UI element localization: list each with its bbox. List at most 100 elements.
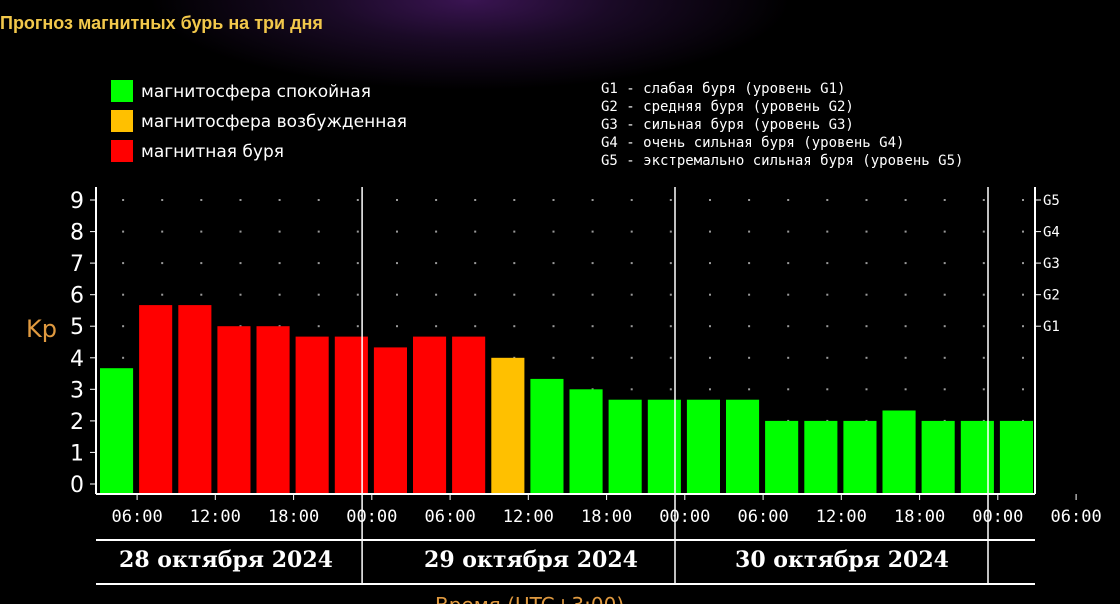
grid-dot bbox=[904, 293, 907, 296]
grid-dot bbox=[552, 293, 555, 296]
grid-dot bbox=[513, 262, 516, 265]
bar bbox=[178, 305, 212, 494]
grid-dot bbox=[709, 325, 711, 328]
grid-dot bbox=[748, 388, 751, 391]
bar bbox=[452, 336, 486, 494]
y-tick-label: 6 bbox=[70, 284, 84, 309]
grid-dot bbox=[787, 199, 790, 201]
grid-dot bbox=[239, 199, 242, 201]
grid-dot bbox=[787, 325, 790, 328]
grid-dot bbox=[161, 262, 164, 265]
grid-dot bbox=[669, 262, 672, 265]
level-description-g2: G2 - средняя буря (уровень G2) bbox=[601, 99, 854, 115]
grid-dot bbox=[317, 230, 320, 233]
bar bbox=[256, 326, 290, 494]
grid-dot bbox=[982, 230, 985, 233]
bars bbox=[100, 305, 1033, 494]
grid-dot bbox=[787, 356, 790, 359]
grid-dot bbox=[1022, 262, 1024, 265]
grid-dot bbox=[474, 230, 477, 233]
y-tick-label: 1 bbox=[70, 441, 84, 466]
grid-dot bbox=[356, 325, 359, 328]
grid-dot bbox=[709, 230, 711, 233]
grid-dot bbox=[1022, 388, 1024, 391]
y-axis-label: Kp bbox=[26, 315, 57, 343]
grid-dot bbox=[1022, 356, 1024, 359]
legend: магнитосфера спокойная магнитосфера возб… bbox=[111, 80, 963, 169]
grid-dot bbox=[474, 325, 477, 328]
grid-dot bbox=[356, 262, 359, 265]
grid-dot bbox=[904, 325, 907, 328]
x-tick-label: 12:00 bbox=[816, 507, 867, 527]
x-tick-label: 00:00 bbox=[346, 507, 397, 527]
grid-dot bbox=[787, 293, 790, 296]
grid-dot bbox=[1022, 325, 1024, 328]
bar bbox=[960, 420, 994, 494]
grid-dot bbox=[904, 199, 907, 201]
grid-dot bbox=[669, 388, 672, 391]
grid-dot bbox=[200, 230, 203, 233]
grid-dot bbox=[239, 293, 242, 296]
y-tick-label: 3 bbox=[70, 378, 84, 403]
grid-dot bbox=[356, 293, 359, 296]
grid-dot bbox=[122, 230, 125, 233]
grid-dot bbox=[278, 262, 281, 265]
grid-dot bbox=[552, 199, 555, 201]
bar bbox=[726, 399, 760, 494]
grid-dot bbox=[748, 199, 751, 201]
grid-dot bbox=[865, 388, 868, 391]
grid-dot bbox=[630, 230, 633, 233]
grid-dot bbox=[787, 262, 790, 265]
grid-dot bbox=[278, 230, 281, 233]
x-tick-label: 12:00 bbox=[503, 507, 554, 527]
date-label: 30 октября 2024 bbox=[735, 547, 949, 573]
grid-dot bbox=[943, 293, 946, 296]
grid-dot bbox=[943, 325, 946, 328]
grid-dot bbox=[865, 262, 868, 265]
grid-dot bbox=[200, 262, 203, 265]
grid-dot bbox=[630, 262, 633, 265]
grid-dot bbox=[161, 199, 164, 201]
bar bbox=[999, 420, 1033, 494]
legend-label-quiet: магнитосфера спокойная bbox=[141, 82, 371, 102]
grid-dot bbox=[317, 325, 320, 328]
grid-dot bbox=[317, 199, 320, 201]
grid-dot bbox=[826, 262, 829, 265]
y-tick-label: 8 bbox=[70, 221, 84, 246]
grid-dot bbox=[748, 230, 751, 233]
grid-dot bbox=[669, 293, 672, 296]
bar bbox=[373, 347, 407, 494]
grid-dot bbox=[552, 230, 555, 233]
x-tick-label: 00:00 bbox=[972, 507, 1023, 527]
x-tick-label: 18:00 bbox=[581, 507, 632, 527]
grid-dot bbox=[669, 356, 672, 359]
grid-dot bbox=[630, 388, 633, 391]
x-tick-label: 06:00 bbox=[425, 507, 476, 527]
g-tick-label: G5 bbox=[1043, 193, 1060, 209]
y-tick-label: 0 bbox=[70, 473, 84, 498]
grid-dot bbox=[826, 356, 829, 359]
grid-dot bbox=[748, 325, 751, 328]
grid-dot bbox=[200, 293, 203, 296]
grid-dot bbox=[591, 356, 594, 359]
level-description-g3: G3 - сильная буря (уровень G3) bbox=[601, 117, 854, 133]
grid-dot bbox=[865, 199, 868, 201]
x-tick-label: 12:00 bbox=[190, 507, 241, 527]
grid-dot bbox=[709, 262, 711, 265]
grid-dot bbox=[591, 325, 594, 328]
g-tick-label: G2 bbox=[1043, 288, 1060, 304]
grid-dot bbox=[865, 293, 868, 296]
grid-dot bbox=[748, 293, 751, 296]
grid-dot bbox=[474, 199, 477, 201]
bar bbox=[765, 420, 799, 494]
grid-dot bbox=[865, 356, 868, 359]
bar bbox=[413, 336, 447, 494]
grid-dot bbox=[435, 230, 438, 233]
grid-dot bbox=[513, 293, 516, 296]
bar bbox=[217, 326, 251, 494]
grid-dot bbox=[787, 388, 790, 391]
page-title: Прогноз магнитных бурь на три дня bbox=[0, 13, 323, 33]
grid-dot bbox=[591, 262, 594, 265]
legend-swatch-storm bbox=[111, 140, 133, 162]
